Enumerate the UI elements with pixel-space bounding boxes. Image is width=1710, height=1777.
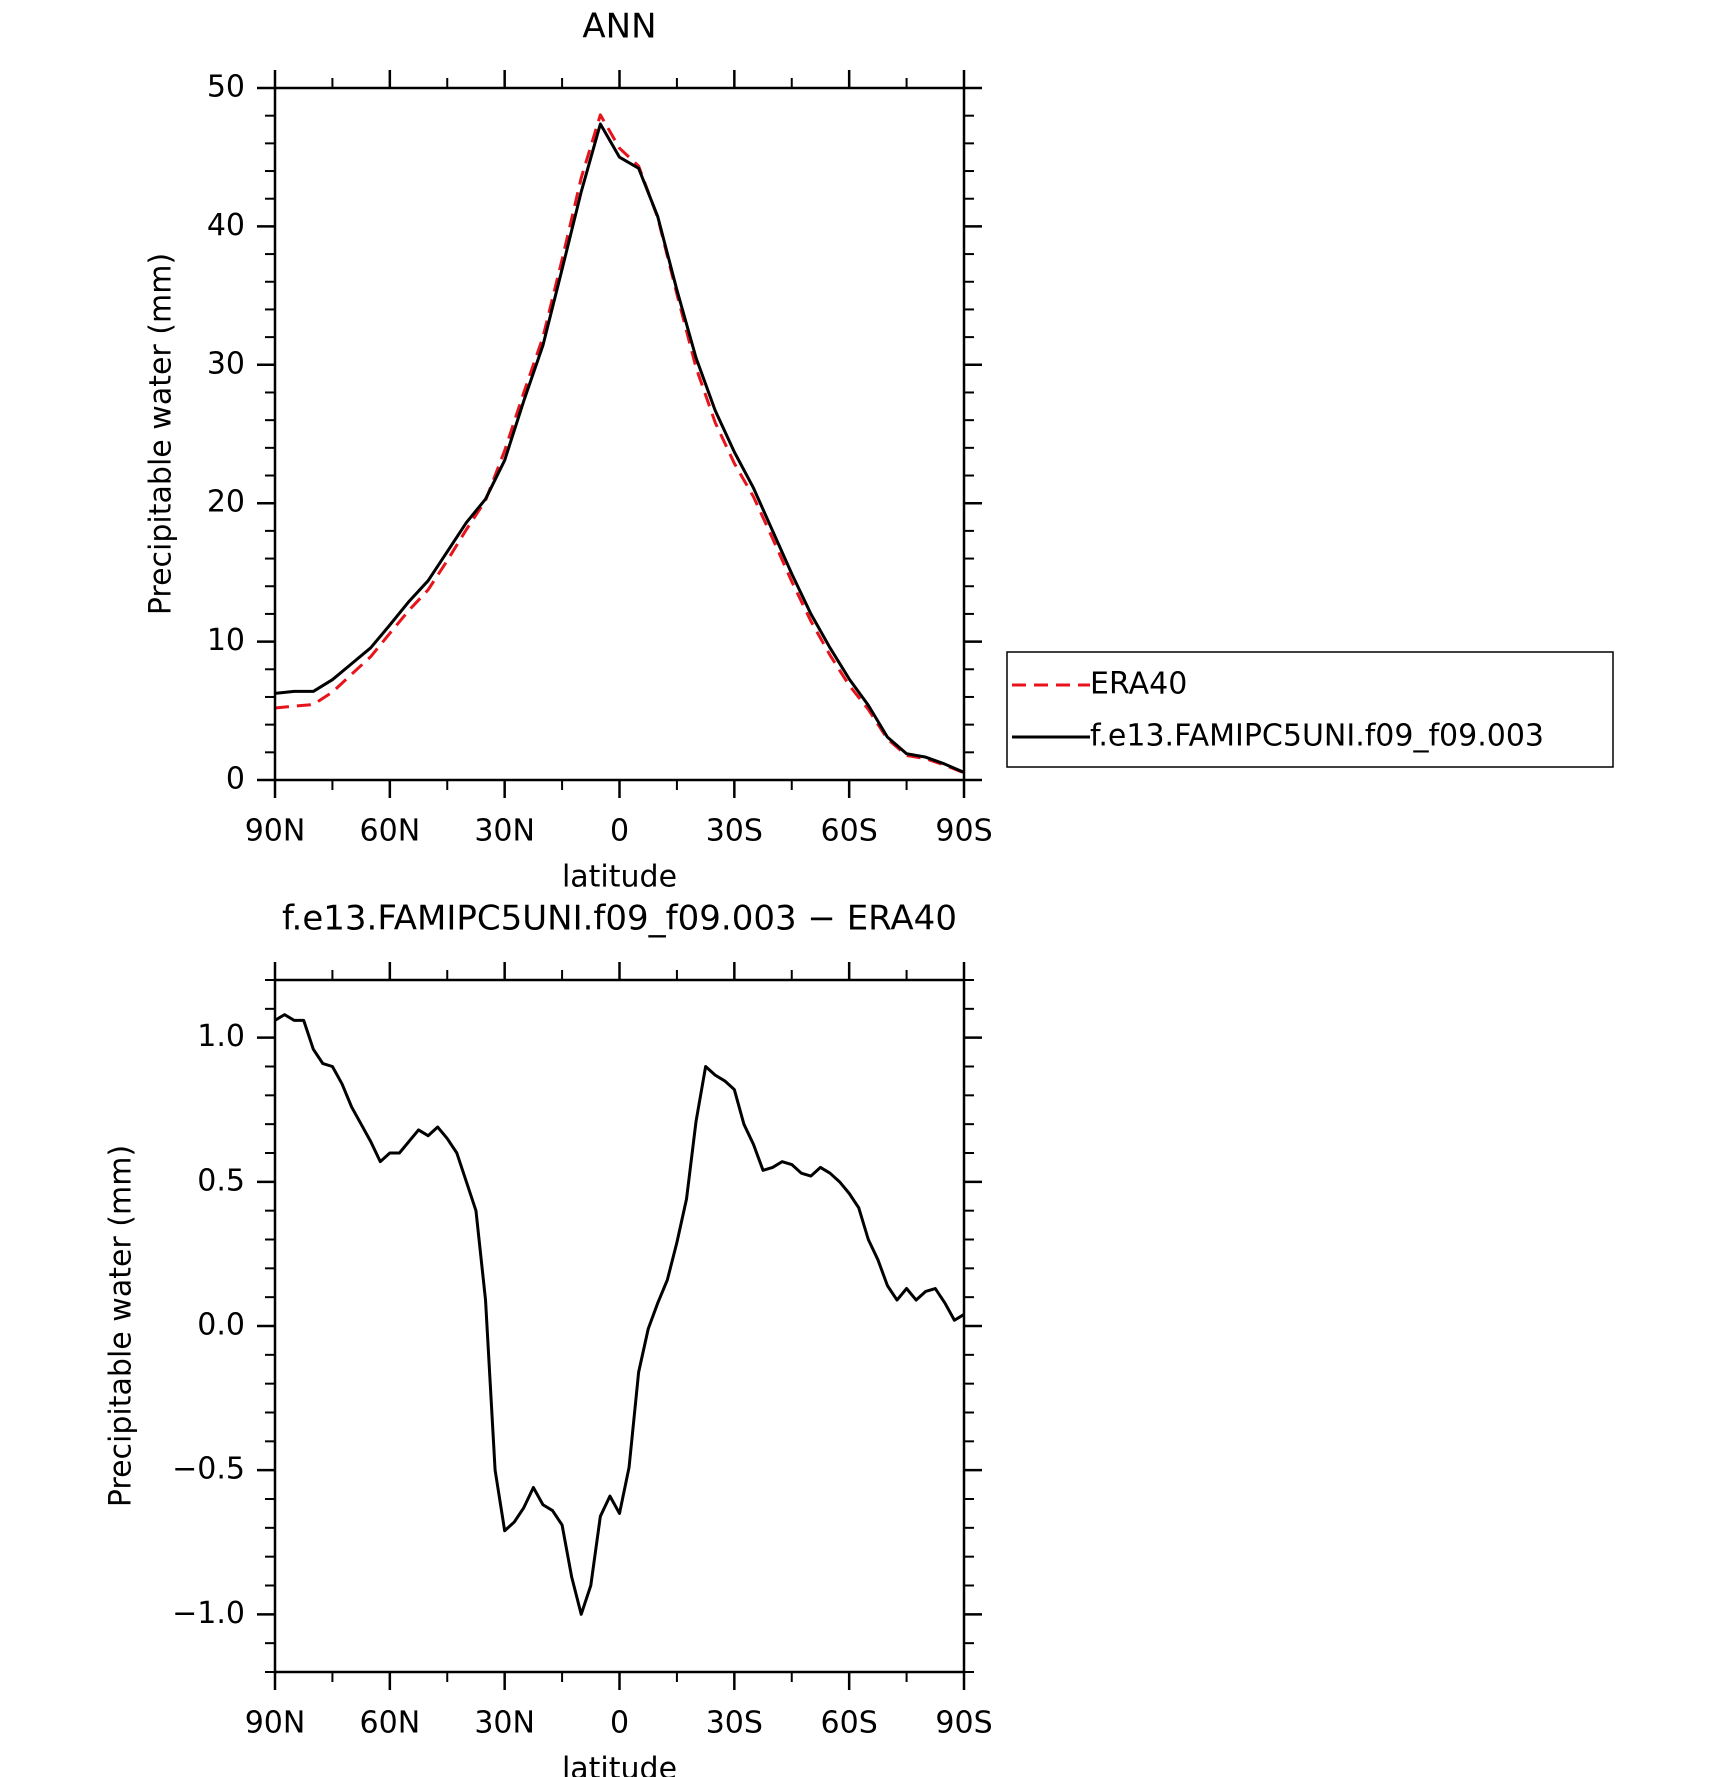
y-tick-label: 40: [207, 208, 245, 243]
legend-label: ERA40: [1090, 667, 1187, 702]
chart-title: ANN: [582, 7, 656, 47]
x-tick-label: 30S: [706, 1706, 763, 1741]
y-tick-label: 0: [226, 762, 245, 797]
x-tick-label: 0: [610, 1706, 629, 1741]
y-tick-label: 0.5: [197, 1163, 245, 1198]
y-tick-label: 20: [207, 485, 245, 520]
x-tick-label: 60S: [821, 1706, 878, 1741]
x-axis-label: latitude: [562, 1752, 677, 1777]
panel: ANN latitude Precipitable water (mm) 90N 60N…: [144, 7, 1614, 895]
data-line: [274, 1013, 965, 1616]
y-tick-label: 1.0: [197, 1019, 245, 1054]
x-axis-label: latitude: [562, 860, 677, 895]
x-tick-label: 90N: [245, 814, 306, 849]
y-tick-label: 10: [207, 623, 245, 658]
x-tick-label: 30S: [706, 814, 763, 849]
y-tick-label: 0.0: [197, 1308, 245, 1343]
data-line: [274, 122, 965, 774]
plot-frame: [273, 86, 966, 782]
y-axis-label: Precipitable water (mm): [144, 253, 179, 615]
chart-title: f.e13.FAMIPC5UNI.f09_f09.003 − ERA40: [282, 899, 957, 939]
x-tick-label: 60S: [821, 814, 878, 849]
x-tick-label: 90N: [245, 1706, 306, 1741]
x-tick-label: 30N: [474, 814, 535, 849]
panel: f.e13.FAMIPC5UNI.f09_f09.003 − ERA40 lati…: [104, 899, 993, 1777]
legend: ERA40 f.e13.FAMIPC5UNI.f09_f09.003: [1006, 651, 1614, 768]
y-tick-label: −1.0: [172, 1596, 245, 1631]
x-tick-label: 90S: [935, 814, 992, 849]
data-line: [274, 113, 965, 775]
x-tick-label: 90S: [935, 1706, 992, 1741]
plot-frame: [273, 978, 966, 1674]
y-tick-label: 50: [207, 70, 245, 105]
y-tick-label: −0.5: [172, 1452, 245, 1487]
x-tick-label: 60N: [360, 1706, 421, 1741]
legend-box: [1006, 651, 1614, 768]
x-tick-label: 60N: [360, 814, 421, 849]
x-tick-label: 30N: [474, 1706, 535, 1741]
legend-label: f.e13.FAMIPC5UNI.f09_f09.003: [1090, 719, 1544, 754]
y-axis-label: Precipitable water (mm): [104, 1145, 139, 1507]
x-tick-label: 0: [610, 814, 629, 849]
y-tick-label: 30: [207, 346, 245, 381]
